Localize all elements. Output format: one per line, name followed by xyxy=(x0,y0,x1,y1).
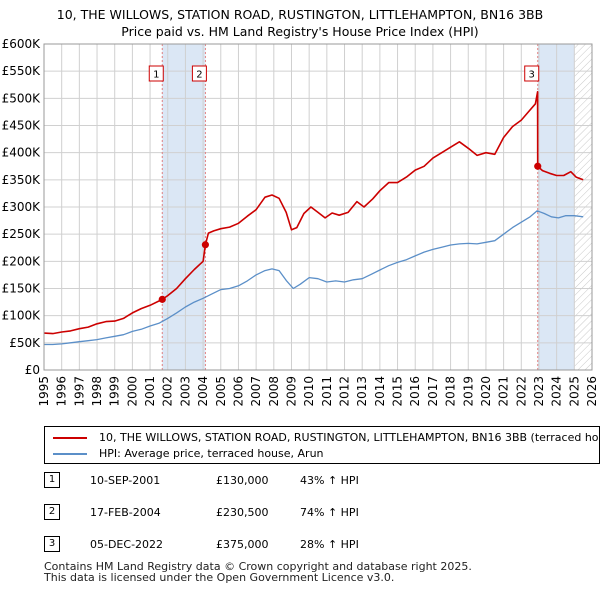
y-tick-label: £500K xyxy=(2,91,42,105)
x-tick-label: 2019 xyxy=(461,376,475,407)
x-tick-label: 2013 xyxy=(355,376,369,407)
x-tick-label: 2006 xyxy=(231,376,245,407)
x-tick-label: 2025 xyxy=(567,376,581,407)
x-tick-label: 2015 xyxy=(391,376,405,407)
y-tick-label: £450K xyxy=(2,119,42,133)
sale-row: 3 05-DEC-2022 £375,000 28% ↑ HPI xyxy=(44,534,584,556)
y-tick-label: £50K xyxy=(9,336,41,350)
price-chart: £0 £50K £100K £150K £200K £250K £300K £350K £400… xyxy=(2,37,599,407)
y-tick-label: £200K xyxy=(2,254,42,268)
legend-label-property: 10, THE WILLOWS, STATION ROAD, RUSTINGTO… xyxy=(99,431,600,444)
x-tick-label: 2024 xyxy=(550,376,564,407)
x-tick-label: 2009 xyxy=(284,376,298,407)
x-tick-label: 1997 xyxy=(72,376,86,407)
sale-hpi-change: 43% ↑ HPI xyxy=(300,474,359,487)
sale-point xyxy=(201,241,209,249)
series-line-hpi xyxy=(44,210,584,346)
sale-point xyxy=(158,295,166,303)
x-tick-label: 1995 xyxy=(37,376,51,407)
sale-label-box xyxy=(191,65,207,82)
x-tick-label: 2002 xyxy=(161,376,175,407)
x-tick-label: 2021 xyxy=(497,376,511,407)
y-tick-label: £400K xyxy=(2,146,42,160)
sale-number-badge: 1 xyxy=(44,472,60,488)
x-tick-label: 2008 xyxy=(267,376,281,407)
x-tick-label: 2020 xyxy=(479,376,493,407)
y-tick-label: £250K xyxy=(2,227,42,241)
sale-price: £130,000 xyxy=(216,474,269,487)
sale-hpi-change: 74% ↑ HPI xyxy=(300,506,359,519)
x-tick-label: 2016 xyxy=(408,376,422,407)
x-tick-label: 2000 xyxy=(125,376,139,407)
x-tick-label: 2005 xyxy=(214,376,228,407)
legend-swatch-property xyxy=(53,437,87,439)
sale-date: 17-FEB-2004 xyxy=(90,506,161,519)
legend-label-hpi: HPI: Average price, terraced house, Arun xyxy=(99,447,324,460)
legend: 10, THE WILLOWS, STATION ROAD, RUSTINGTO… xyxy=(44,426,600,464)
x-tick-label: 2011 xyxy=(320,376,334,407)
sale-label-box xyxy=(524,65,540,82)
x-tick-label: 2012 xyxy=(338,376,352,407)
x-tick-label: 1998 xyxy=(90,376,104,407)
legend-item-hpi: HPI: Average price, terraced house, Arun xyxy=(53,446,324,462)
x-tick-label: 2014 xyxy=(373,376,387,407)
y-tick-label: £600K xyxy=(2,37,42,51)
y-tick-label: £100K xyxy=(2,309,42,323)
x-tick-label: 2018 xyxy=(444,376,458,407)
footer-licence: This data is licensed under the Open Gov… xyxy=(44,571,395,584)
x-tick-label: 2023 xyxy=(532,376,546,407)
footer: Contains HM Land Registry data © Crown c… xyxy=(44,561,472,583)
y-tick-label: £550K xyxy=(2,64,42,78)
y-tick-label: £0 xyxy=(25,363,40,377)
x-tick-label: 2022 xyxy=(514,376,528,407)
sale-hpi-change: 28% ↑ HPI xyxy=(300,538,359,551)
chart-title: 10, THE WILLOWS, STATION ROAD, RUSTINGTO… xyxy=(0,6,600,40)
sale-date: 05-DEC-2022 xyxy=(90,538,164,551)
y-tick-label: £350K xyxy=(2,173,42,187)
sale-price: £230,500 xyxy=(216,506,269,519)
chart-title-line1: 10, THE WILLOWS, STATION ROAD, RUSTINGTO… xyxy=(56,7,544,22)
x-tick-label: 2010 xyxy=(302,376,316,407)
legend-swatch-hpi xyxy=(53,453,87,455)
sale-number-badge: 3 xyxy=(44,536,60,552)
sale-label-number: 1 xyxy=(153,70,159,81)
y-tick-label: £300K xyxy=(2,200,42,214)
x-tick-label: 2017 xyxy=(426,376,440,407)
sale-date: 10-SEP-2001 xyxy=(90,474,161,487)
sale-number-badge: 2 xyxy=(44,504,60,520)
legend-item-property: 10, THE WILLOWS, STATION ROAD, RUSTINGTO… xyxy=(53,430,600,446)
x-tick-label: 2003 xyxy=(178,376,192,407)
sale-price: £375,000 xyxy=(216,538,269,551)
sale-row: 2 17-FEB-2004 £230,500 74% ↑ HPI xyxy=(44,502,584,524)
x-tick-label: 2026 xyxy=(585,376,599,407)
x-tick-label: 2007 xyxy=(249,376,263,407)
chart-title-line2: Price paid vs. HM Land Registry's House … xyxy=(121,24,479,39)
x-tick-label: 1996 xyxy=(55,376,69,407)
sale-row: 1 10-SEP-2001 £130,000 43% ↑ HPI xyxy=(44,470,584,492)
x-tick-label: 2004 xyxy=(196,376,210,407)
series-line-property xyxy=(43,91,584,335)
sale-label-number: 3 xyxy=(529,70,535,81)
sale-point xyxy=(534,162,542,170)
sale-label-number: 2 xyxy=(196,70,202,81)
x-tick-label: 2001 xyxy=(143,376,157,407)
plot-frame xyxy=(43,43,593,371)
sale-label-box xyxy=(148,65,164,82)
x-tick-label: 1999 xyxy=(108,376,122,407)
y-tick-label: £150K xyxy=(2,282,42,296)
footer-copyright: Contains HM Land Registry data © Crown c… xyxy=(44,560,472,573)
